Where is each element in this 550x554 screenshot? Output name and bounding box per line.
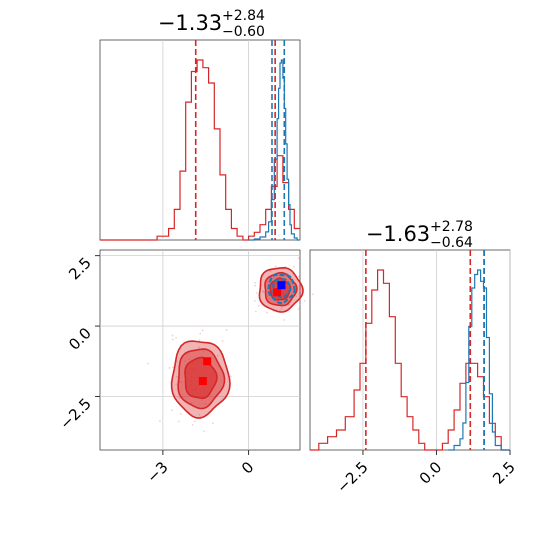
tick-label-y1-2: −2.5	[56, 395, 94, 433]
tick-label-x1-1: 0.0	[416, 458, 446, 488]
marker-series-0-0	[203, 357, 212, 366]
sample-point	[289, 280, 292, 283]
marker-series-0-2	[273, 288, 282, 297]
sample-point	[257, 304, 260, 307]
tick-label-y1-0: 2.5	[65, 254, 95, 284]
sample-point	[202, 350, 205, 352]
sample-point	[179, 412, 182, 415]
title-1-value: −1.63	[366, 222, 430, 246]
title-1-lower: −0.64	[430, 235, 473, 251]
panel-2d-frame	[99, 249, 301, 451]
sample-point	[186, 353, 189, 355]
sample-point	[199, 332, 202, 335]
sample-point	[191, 423, 194, 426]
sample-point	[211, 422, 214, 425]
contour-series-1-blob-0-level-0	[267, 273, 296, 305]
sample-point	[255, 292, 258, 294]
sample-point	[216, 354, 219, 357]
tick-label-y1-1: 0.0	[65, 324, 95, 354]
sample-point	[180, 381, 183, 383]
hist-x1-series-0	[310, 269, 510, 451]
sample-point	[203, 430, 205, 433]
sample-point	[198, 413, 201, 416]
sample-point	[193, 420, 196, 423]
sample-point	[254, 284, 256, 287]
title-param-0: −1.33	[158, 11, 222, 35]
sample-point	[171, 409, 173, 411]
hist-x1-series-1	[448, 269, 510, 451]
marker-series-0-1	[198, 376, 207, 385]
sample-point	[267, 281, 270, 283]
sample-point	[292, 265, 295, 268]
tick-label-x1-0: −2.5	[333, 458, 371, 496]
sample-point	[188, 358, 191, 361]
sample-point	[159, 420, 161, 422]
tick-label-x0-0: −3	[143, 458, 171, 486]
sample-point	[177, 420, 180, 423]
hist-x0-series-0	[100, 59, 300, 241]
sample-point	[254, 282, 256, 284]
title-0-upper: +2.84	[222, 8, 265, 24]
title-param-1: −1.63	[366, 222, 430, 246]
sample-point	[297, 308, 300, 310]
sample-point	[171, 366, 174, 369]
hist-x0-series-1	[248, 59, 300, 241]
title-1-upper: +2.78	[430, 219, 473, 235]
sample-point	[171, 338, 174, 341]
sample-point	[274, 265, 277, 268]
sample-point	[171, 334, 174, 337]
sample-point	[280, 307, 283, 310]
sample-point	[190, 402, 193, 405]
sample-point	[201, 329, 204, 332]
sample-point	[297, 257, 300, 260]
sample-point	[254, 299, 256, 302]
sample-point	[297, 275, 300, 278]
marker-series-1-0	[277, 281, 286, 290]
sample-point	[184, 360, 186, 363]
sample-point	[286, 272, 289, 275]
title-0-value: −1.33	[158, 11, 222, 35]
sample-point	[221, 340, 224, 343]
contour-series-1-blob-0-level-1	[272, 278, 292, 299]
sample-point	[266, 311, 268, 314]
sample-point	[262, 291, 265, 294]
panel-hist-x0-frame	[99, 39, 301, 241]
sample-point	[201, 399, 203, 401]
sample-point	[204, 402, 207, 405]
title-0-lower: −0.60	[222, 24, 265, 40]
tick-label-x0-1: 0	[238, 458, 257, 477]
sample-point	[168, 367, 171, 369]
sample-point	[146, 362, 149, 365]
sample-point	[225, 329, 228, 331]
sample-point	[176, 375, 179, 378]
sample-point	[178, 396, 181, 399]
sample-point	[254, 310, 257, 313]
sample-point	[299, 290, 301, 292]
sample-point	[283, 319, 286, 321]
sample-point	[312, 293, 314, 296]
sample-point	[299, 304, 301, 306]
sample-point	[286, 279, 288, 282]
sample-point	[229, 375, 232, 378]
sample-point	[288, 303, 290, 306]
sample-point	[303, 299, 306, 302]
sample-point	[198, 339, 201, 342]
sample-point	[175, 337, 177, 339]
sample-point	[279, 309, 281, 312]
sample-point	[175, 383, 178, 386]
tick-label-x1-2: 2.5	[489, 458, 519, 488]
sample-point	[198, 346, 200, 349]
sample-point	[295, 295, 298, 298]
